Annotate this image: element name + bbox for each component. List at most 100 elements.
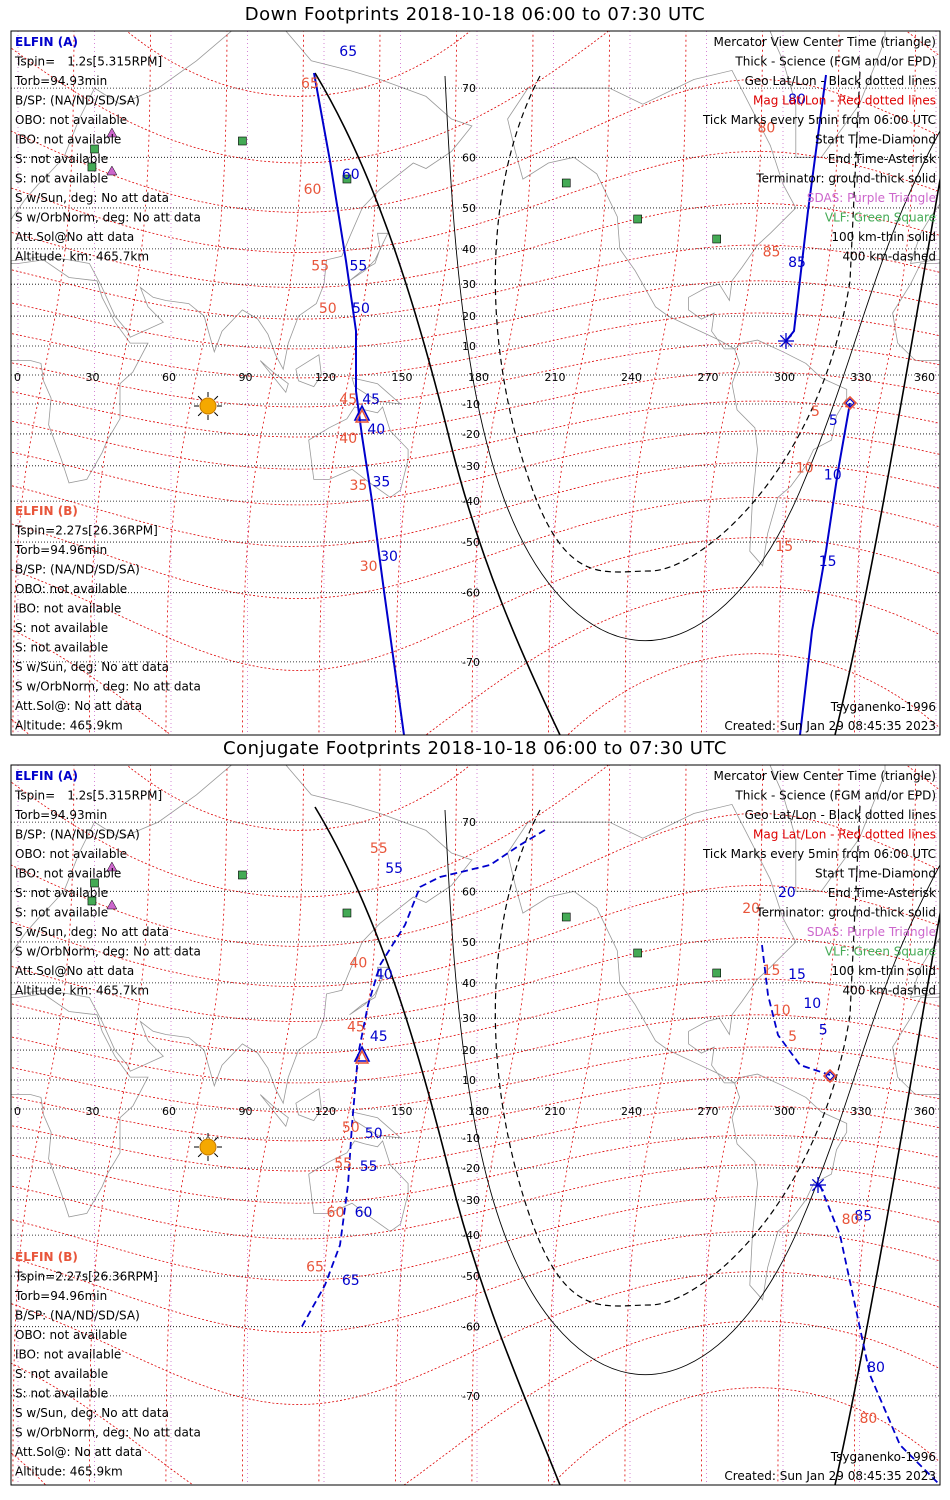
vlf-station-square bbox=[633, 214, 642, 224]
lon-tick-label: 120 bbox=[315, 1105, 336, 1118]
lon-tick-label: 360 bbox=[914, 371, 935, 384]
terminator-400km bbox=[494, 804, 861, 1307]
asterisk-stroke bbox=[779, 334, 793, 348]
mag-meridian bbox=[242, 765, 304, 1482]
mag-meridian bbox=[318, 31, 381, 735]
terminator-ground bbox=[314, 806, 561, 1485]
start-time-diamond bbox=[842, 395, 858, 411]
elfin-a-tick-label: 85 bbox=[788, 255, 806, 271]
lon-tick-label: 60 bbox=[162, 1105, 176, 1118]
lat-tick-label: -30 bbox=[462, 460, 480, 473]
terminator-ground bbox=[314, 72, 561, 735]
elfin-b-tick-label: 5 bbox=[788, 1029, 797, 1045]
vlf-station-square bbox=[561, 178, 571, 188]
elfin-a-tick-label: 80 bbox=[788, 92, 806, 108]
elfin-b-tick-label: 45 bbox=[347, 1019, 365, 1035]
legend-line: VLF: Green Square bbox=[825, 211, 936, 225]
start-time-diamond bbox=[822, 1068, 838, 1084]
panel-frame bbox=[10, 764, 941, 1486]
mag-meridian bbox=[624, 765, 687, 1482]
mag-meridian bbox=[854, 765, 916, 1482]
lat-tick-label: -10 bbox=[462, 1132, 480, 1145]
elfin-b-s2: S: not available bbox=[15, 641, 108, 655]
elfin-a-tick-label: 15 bbox=[788, 967, 806, 983]
lon-tick-label: 270 bbox=[698, 1105, 719, 1118]
vlf-station-square bbox=[90, 144, 99, 154]
elfin-b-orb: S w/OrbNorm, deg: No att data bbox=[15, 680, 201, 694]
mag-lat-curve bbox=[11, 280, 940, 350]
lat-tick-label: 20 bbox=[462, 310, 476, 323]
mag-lat-curve bbox=[11, 430, 940, 506]
legend-line: Mag Lat/Lon - Red dotted lines bbox=[753, 94, 936, 108]
lat-tick-label: 50 bbox=[462, 936, 476, 949]
mag-lat-curve bbox=[11, 537, 940, 671]
mag-lat-curve bbox=[11, 978, 940, 1054]
elfin-b-tick-label: 10 bbox=[773, 1003, 791, 1019]
conjugate-footprints-panel: 5540455055606520151058580554045505560652… bbox=[10, 764, 941, 1486]
sun-ray bbox=[214, 395, 219, 400]
vlf-station-square bbox=[342, 908, 352, 918]
mag-lat-curve bbox=[11, 462, 940, 548]
asterisk-stroke bbox=[811, 1178, 825, 1192]
legend-line: Tick Marks every 5min from 06:00 UTC bbox=[702, 113, 936, 127]
legend-line: SDAS: Purple Triangle bbox=[807, 191, 936, 205]
elfin-b-tick-label: 80 bbox=[758, 121, 776, 137]
lon-tick-label: 240 bbox=[621, 1105, 642, 1118]
elfin-b-tspin: Tspin=2.27s[26.36RPM] bbox=[14, 1270, 158, 1284]
elfin-a-tick-label: 55 bbox=[350, 259, 368, 275]
elfin-b-tick-label: 60 bbox=[304, 182, 322, 198]
model-label: Tsyganenko-1996 bbox=[830, 1450, 936, 1464]
elfin-a-tick-label: 55 bbox=[385, 861, 403, 877]
elfin-b-s2: S: not available bbox=[15, 1387, 108, 1401]
lon-tick-label: 210 bbox=[545, 371, 566, 384]
elfin-a-conj-track-north bbox=[761, 944, 831, 1076]
mag-lat-curve bbox=[11, 884, 940, 988]
created-timestamp: Created: Sun Jan 29 08:45:35 2023 bbox=[724, 719, 936, 733]
elfin-a-orb: S w/OrbNorm, deg: No att data bbox=[15, 945, 201, 959]
elfin-b-tick-label: 80 bbox=[860, 1411, 878, 1427]
mag-lat-curve bbox=[11, 586, 940, 735]
center-time-triangle-a bbox=[353, 404, 371, 421]
mag-lat-curve bbox=[11, 1046, 940, 1113]
lat-tick-label: 60 bbox=[462, 151, 476, 164]
lat-tick-label: -50 bbox=[462, 1270, 480, 1283]
lon-tick-label: 180 bbox=[468, 371, 489, 384]
elfin-a-alt: Altitude, km: 465.7km bbox=[15, 250, 149, 264]
mag-meridian bbox=[242, 31, 304, 735]
lat-tick-label: 70 bbox=[462, 82, 476, 95]
mag-meridian bbox=[318, 765, 381, 1482]
lon-tick-label: 120 bbox=[315, 371, 336, 384]
mag-meridian bbox=[777, 31, 840, 735]
elfin-b-torb: Torb=94.96min bbox=[14, 543, 107, 557]
elfin-a-bsp: B/SP: (NA/ND/SD/SA) bbox=[15, 94, 140, 108]
mag-meridian bbox=[854, 31, 916, 735]
sun-icon bbox=[194, 1133, 222, 1161]
lat-tick-label: -40 bbox=[462, 495, 480, 508]
lon-tick-label: 30 bbox=[86, 1105, 100, 1118]
elfin-b-tick-label: 55 bbox=[311, 259, 329, 275]
mag-meridian bbox=[89, 31, 151, 735]
elfin-b-tick-label: 50 bbox=[342, 1120, 360, 1136]
elfin-a-tick-label: 45 bbox=[362, 392, 380, 408]
lat-tick-label: -10 bbox=[462, 398, 480, 411]
legend-line: Thick - Science (FGM and/or EPD) bbox=[734, 55, 936, 69]
elfin-a-tick-label: 60 bbox=[342, 167, 360, 183]
sun-ray bbox=[214, 1153, 219, 1158]
elfin-b-s1: S: not available bbox=[15, 621, 108, 635]
mag-lat-curve bbox=[11, 371, 940, 438]
lat-tick-label: 40 bbox=[462, 977, 476, 990]
lon-tick-label: 60 bbox=[162, 371, 176, 384]
elfin-a-tick-label: 80 bbox=[867, 1360, 885, 1376]
elfin-b-tick-label: 15 bbox=[763, 963, 781, 979]
lat-tick-label: 70 bbox=[462, 816, 476, 829]
legend-line: Geo Lat/Lon - Black dotted lines bbox=[745, 74, 936, 88]
sdas-triangle bbox=[106, 127, 118, 138]
elfin-b-tick-label: 85 bbox=[763, 244, 781, 260]
elfin-a-tick-label: 10 bbox=[824, 467, 842, 483]
elfin-b-tick-label: 30 bbox=[360, 559, 378, 575]
legend-line: 400 km-dashed bbox=[842, 984, 936, 998]
lon-tick-label: 150 bbox=[392, 1105, 413, 1118]
elfin-a-sun: S w/Sun, deg: No att data bbox=[15, 925, 169, 939]
tspin-prefix: Tspin= bbox=[14, 789, 55, 803]
mag-meridian bbox=[89, 765, 151, 1482]
